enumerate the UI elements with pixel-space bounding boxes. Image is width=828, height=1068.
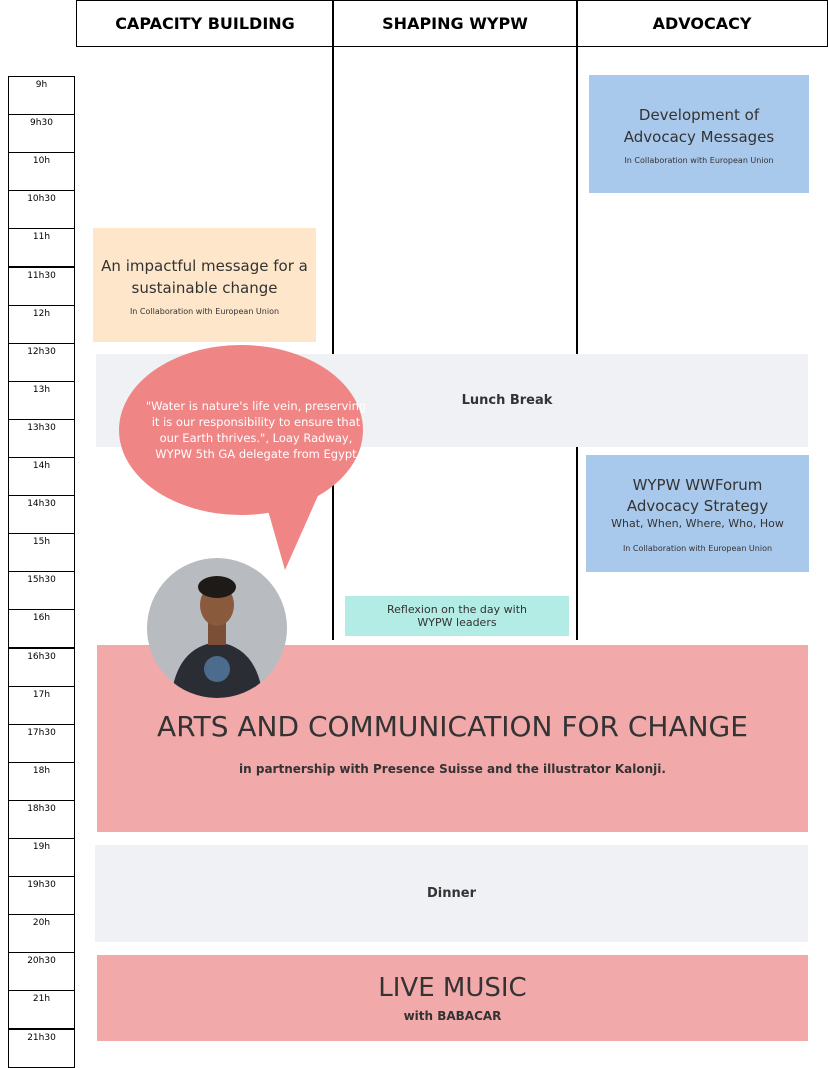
event-note: In Collaboration with European Union [624,155,774,165]
event: WYPW WWForum Advocacy Strategy What, Whe… [586,455,809,572]
time-slot: 14h30 [8,495,75,535]
event-title: LIVE MUSIC [378,973,527,1003]
event: Dinner [95,845,808,942]
event-note: In Collaboration with European Union [622,543,773,553]
quote-text: "Water is nature's life vein, preserving… [145,399,367,461]
event-title: Reflexion on the day with WYPW leaders [387,603,527,629]
event-title: An impactful message for a sustainable c… [101,256,308,297]
column-divider [332,47,334,640]
time-slot: 10h [8,152,75,192]
time-slot: 19h30 [8,876,75,916]
event-subtitle: in partnership with Presence Suisse and … [239,761,666,776]
time-slot: 14h [8,457,75,496]
time-slot: 15h [8,533,75,573]
event-subtitle: with BABACAR [403,1009,502,1023]
event-title: Development of Advocacy Messages [623,105,775,146]
event: Reflexion on the day with WYPW leaders [345,596,569,636]
time-slot: 21h [8,990,75,1030]
event: LIVE MUSIC with BABACAR [97,955,808,1041]
time-slot: 17h [8,685,75,725]
time-slot: 13h30 [8,418,75,458]
quote: "Water is nature's life vein, preserving… [145,380,367,480]
speaker-photo [147,558,287,698]
column-header: CAPACITY BUILDING [76,0,334,47]
event-title: ARTS AND COMMUNICATION FOR CHANGE [157,709,748,743]
event-title: WYPW WWForum Advocacy Strategy [626,475,769,515]
time-slot: 11h [8,228,75,268]
column-header: SHAPING WYPW [332,0,578,47]
time-slot: 16h30 [8,647,75,687]
time-slot: 10h30 [8,190,75,230]
time-slot: 20h30 [8,952,75,992]
time-slot: 19h [8,838,75,877]
time-slot: 16h [8,609,75,649]
time-slot: 12h30 [8,342,75,382]
time-slot: 15h30 [8,571,75,611]
event: Development of Advocacy Messages In Coll… [589,75,809,193]
event: An impactful message for a sustainable c… [93,228,316,342]
time-slot: 9h30 [8,114,75,154]
column-header: ADVOCACY [576,0,828,47]
event-title: Lunch Break [461,393,553,408]
time-slot: 11h30 [8,266,75,306]
event-title: Dinner [427,886,476,901]
event-subtitle: What, When, Where, Who, How [611,516,784,530]
time-slot: 21h30 [8,1028,75,1068]
time-slot: 18h [8,761,75,801]
speech-bubble [119,345,363,570]
time-slot: 13h [8,380,75,420]
time-slot: 12h [8,304,75,344]
time-slot: 18h30 [8,799,75,839]
time-slot: 17h30 [8,723,75,763]
event-note: In Collaboration with European Union [129,306,280,316]
time-slot: 9h [8,76,75,115]
time-slot: 20h [8,914,75,954]
column-divider [576,47,578,640]
